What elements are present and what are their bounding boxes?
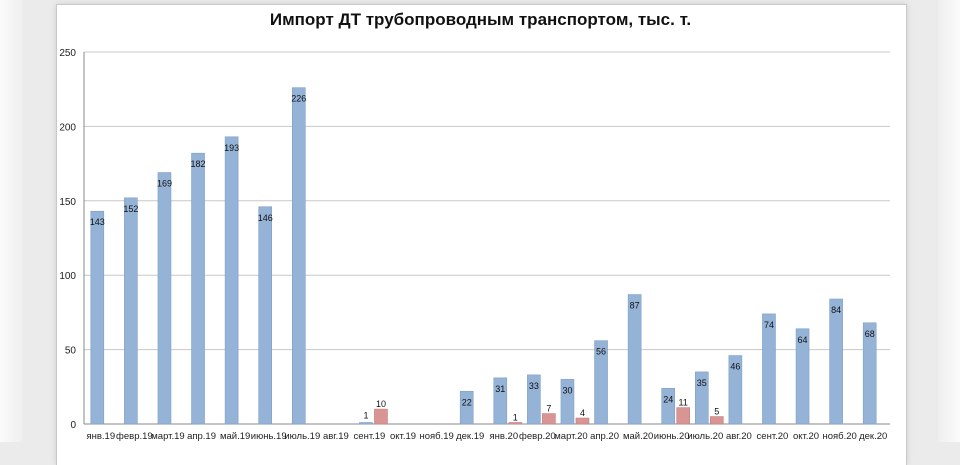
- page-edge-left: [0, 0, 22, 442]
- data-label-series-2: 5: [714, 407, 719, 417]
- bar-chart: 0 50 100 150 200 250 янв.19 143 февр.19 152 март.1…: [59, 48, 890, 442]
- data-label-series-1: 68: [865, 329, 875, 339]
- bar-series-2: [542, 413, 556, 425]
- bar-series-1: [224, 136, 239, 425]
- bar-series-1: [694, 371, 709, 425]
- bar-series-1: [90, 210, 105, 425]
- data-label-series-1: 87: [630, 301, 640, 311]
- bar-series-2: [709, 416, 724, 425]
- bar-series-1: [493, 377, 508, 425]
- data-label-series-1: 169: [157, 179, 172, 189]
- data-label-series-1: 143: [90, 217, 105, 227]
- data-label-series-1: 35: [697, 378, 707, 388]
- data-label-series-1: 74: [764, 320, 774, 330]
- x-tick-label: март.20: [554, 431, 587, 442]
- bar-series-2: [575, 417, 590, 425]
- bar-series-1: [728, 355, 743, 425]
- bar-series-2: [676, 407, 691, 425]
- bar-series-1: [594, 340, 608, 425]
- bar-series-1: [862, 322, 877, 425]
- bar-series-1: [191, 152, 205, 425]
- data-label-series-2: 11: [679, 398, 688, 408]
- y-tick-label: 250: [59, 48, 76, 59]
- y-tick-label: 100: [59, 271, 76, 282]
- data-label-series-1: 56: [596, 347, 606, 357]
- bar-series-1: [762, 313, 776, 425]
- x-tick-label: май.19: [220, 431, 250, 442]
- data-label-series-1: 226: [291, 94, 306, 104]
- page-edge-right: [938, 0, 960, 442]
- x-tick-label: сент.19: [354, 431, 386, 442]
- y-tick-label: 150: [59, 197, 76, 208]
- bar-series-1: [157, 172, 172, 425]
- data-label-series-2: 4: [580, 408, 585, 418]
- y-tick-label: 0: [70, 420, 76, 431]
- x-tick-label: авг.19: [323, 431, 349, 442]
- data-label-series-1: 22: [462, 397, 472, 407]
- x-tick-label: окт.19: [390, 431, 416, 442]
- x-tick-label: апр.20: [590, 431, 619, 442]
- bar-series-1: [291, 87, 306, 425]
- data-label-series-1: 1: [363, 411, 368, 421]
- x-tick-label: июнь.19: [251, 431, 287, 442]
- bar-series-1: [560, 379, 575, 425]
- data-label-series-1: 31: [495, 384, 505, 394]
- x-tick-label: февр.19: [116, 431, 153, 442]
- bar-series-2: [374, 408, 388, 425]
- bar-series-1: [359, 422, 373, 425]
- data-label-series-2: 1: [513, 413, 518, 423]
- x-tick-label: февр.20: [519, 431, 556, 442]
- x-tick-label: июль.19: [284, 431, 320, 442]
- data-label-series-1: 146: [258, 213, 273, 223]
- y-tick-label: 200: [59, 122, 76, 133]
- data-label-series-1: 30: [562, 385, 572, 395]
- bar-series-1: [627, 294, 642, 425]
- data-label-series-1: 64: [798, 335, 808, 345]
- bar-series-1: [795, 328, 810, 425]
- x-tick-label: нояб.20: [822, 431, 856, 442]
- x-tick-label: дек.20: [859, 431, 887, 442]
- data-label-series-1: 33: [529, 381, 539, 391]
- x-tick-label: авг.20: [726, 431, 752, 442]
- bar-series-1: [258, 206, 273, 425]
- data-label-series-1: 84: [831, 305, 841, 315]
- data-label-series-1: 193: [224, 143, 239, 153]
- data-label-series-1: 182: [191, 159, 206, 169]
- bar-series-1: [124, 197, 138, 425]
- bar-series-1: [527, 374, 541, 425]
- x-tick-label: март.19: [151, 431, 184, 442]
- y-tick-label: 50: [65, 346, 77, 357]
- x-tick-label: апр.19: [187, 431, 216, 442]
- x-tick-label: июль.20: [687, 431, 723, 442]
- data-label-series-2: 10: [376, 399, 386, 409]
- bar-series-1: [829, 298, 843, 425]
- data-label-series-1: 152: [123, 204, 138, 214]
- data-label-series-1: 46: [730, 362, 740, 372]
- chart-title: Импорт ДТ трубопроводным транспортом, ты…: [269, 10, 692, 29]
- x-tick-label: янв.19: [86, 431, 115, 442]
- bar-series-2: [508, 422, 523, 425]
- x-tick-label: июнь.20: [654, 431, 690, 442]
- data-label-series-1: 24: [663, 394, 673, 404]
- bar-series-1: [661, 387, 676, 425]
- x-tick-label: окт.20: [793, 431, 819, 442]
- x-tick-label: май.20: [623, 431, 653, 442]
- x-tick-label: дек.19: [456, 431, 484, 442]
- x-tick-label: янв.20: [489, 431, 518, 442]
- x-tick-label: нояб.19: [419, 431, 453, 442]
- data-label-series-2: 7: [546, 404, 551, 414]
- bar-series-1: [459, 390, 474, 425]
- x-tick-label: сент.20: [757, 431, 789, 442]
